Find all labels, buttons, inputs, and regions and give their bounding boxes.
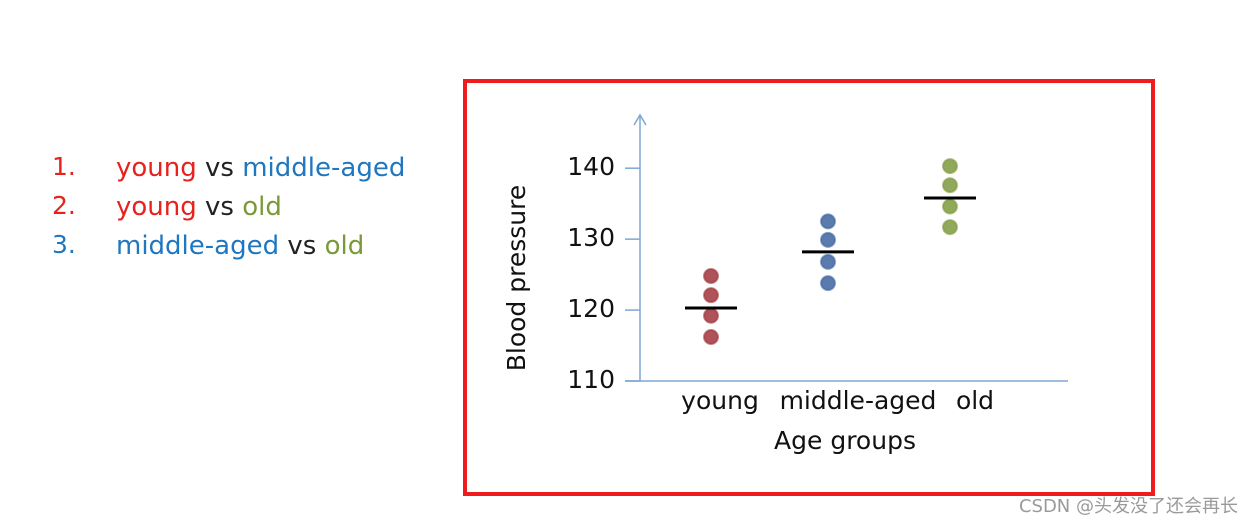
x-tick-label: young [681,386,759,415]
y-axis-label: Blood pressure [502,185,531,372]
list-word: middle-aged [116,231,279,261]
list-word: vs [205,192,234,222]
list-word: middle-aged [242,153,405,183]
dot [703,329,719,346]
y-tick-label: 110 [567,365,615,394]
list-word: vs [287,231,316,261]
list-item: young vs middle-aged [116,153,405,183]
list-word: old [325,231,365,261]
dot [820,231,836,248]
list-word: old [242,192,282,222]
list-word: young [116,153,197,183]
x-axis-label: Age groups [774,426,916,455]
y-axis-arrow [633,113,647,126]
list-number: 2. [52,191,76,220]
x-tick-label: middle-aged [780,386,937,415]
y-tick-label: 120 [567,294,615,323]
dot [942,198,958,215]
dot [942,177,958,194]
watermark: CSDN @头发没了还会再长 [1019,496,1238,517]
list-item: middle-aged vs old [116,231,364,261]
list-number: 1. [52,152,76,181]
dot [942,158,958,175]
dot [703,268,719,285]
y-tick-label: 140 [567,152,615,181]
highlight-box [463,79,1155,496]
dot [703,287,719,304]
dot [942,219,958,236]
dot [820,213,836,230]
x-tick-label: old [956,386,994,415]
dot [820,275,836,292]
dot [820,253,836,270]
y-tick-label: 130 [567,223,615,252]
dot [703,307,719,324]
list-word: vs [205,153,234,183]
list-word: young [116,192,197,222]
list-number: 3. [52,230,76,259]
list-item: young vs old [116,192,282,222]
